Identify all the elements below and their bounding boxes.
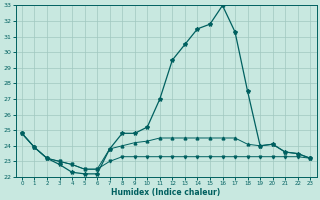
X-axis label: Humidex (Indice chaleur): Humidex (Indice chaleur) [111, 188, 221, 197]
